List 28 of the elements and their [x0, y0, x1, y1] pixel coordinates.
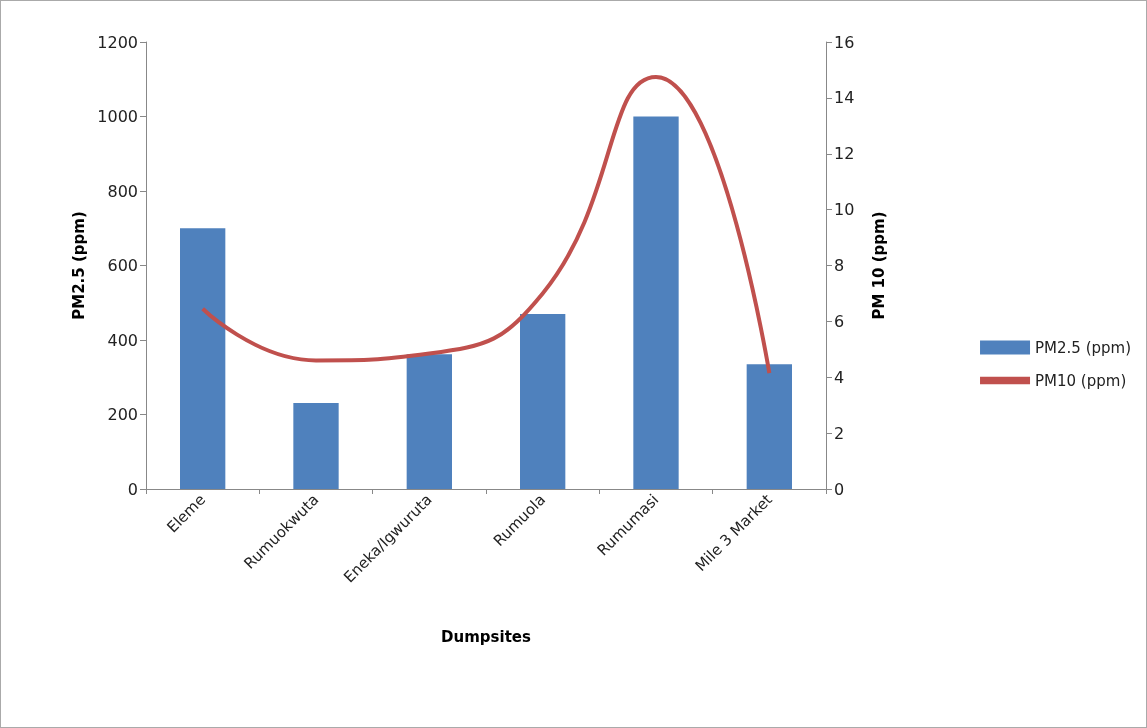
bar	[180, 228, 226, 489]
legend-label: PM10 (ppm)	[1035, 371, 1127, 390]
y-tick-label: 1000	[97, 107, 138, 126]
bar	[406, 354, 452, 489]
y2-axis-title: PM 10 (ppm)	[869, 211, 888, 320]
x-axis-title: Dumpsites	[441, 627, 531, 646]
y-tick-label: 0	[127, 479, 138, 499]
y-tick-label: 600	[107, 256, 138, 275]
y2-tick-label: 14	[834, 88, 855, 108]
y2-tick-label: 6	[834, 311, 845, 331]
y-tick-label: 800	[107, 181, 138, 201]
y2-tick-label: 0	[834, 479, 845, 499]
y-axis-title: PM2.5 (ppm)	[69, 211, 88, 320]
bar	[293, 402, 339, 489]
y2-tick-label: 10	[834, 200, 855, 220]
y2-tick-label: 16	[834, 32, 855, 52]
y2-tick-label: 8	[834, 256, 845, 275]
legend-label: PM2.5 (ppm)	[1035, 338, 1132, 357]
line-series	[200, 74, 772, 376]
y-tick-label: 1200	[97, 32, 138, 52]
y-tick-label: 400	[107, 330, 138, 350]
bar	[746, 364, 792, 489]
y2-tick-label: 4	[834, 367, 845, 387]
bar	[633, 116, 679, 489]
y2-tick-label: 12	[834, 144, 855, 164]
y-tick-label: 200	[107, 405, 138, 424]
y2-tick-label: 2	[834, 423, 845, 443]
bar	[520, 313, 566, 489]
